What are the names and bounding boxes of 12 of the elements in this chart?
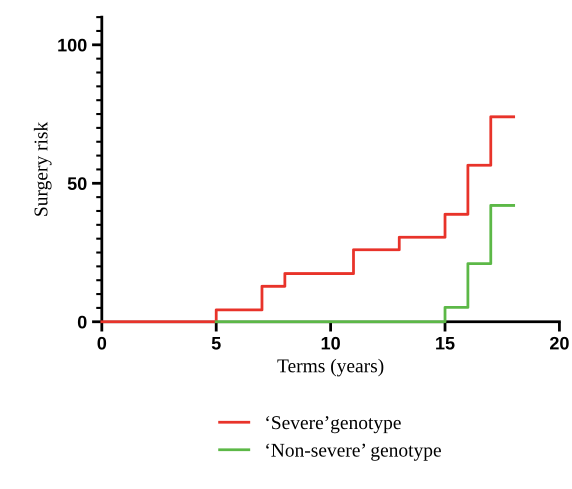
y-tick-label: 100 [58,38,86,52]
y-tick-label: 0 [78,316,86,328]
x-tick-label: 15 [436,337,455,350]
x-axis-title: Terms (years) [277,358,384,376]
x-tick-label: 10 [322,336,340,350]
legend-label: ‘Severe’genotype [266,416,401,434]
y-axis-title: Surgery risk [34,122,52,216]
x-tick-label: 5 [212,337,221,350]
y-tick-label: 50 [68,177,86,190]
x-tick-label: 0 [98,336,106,350]
legend-label: ‘Non-severe’ genotype [266,444,441,461]
x-tick-label: 20 [550,336,569,350]
